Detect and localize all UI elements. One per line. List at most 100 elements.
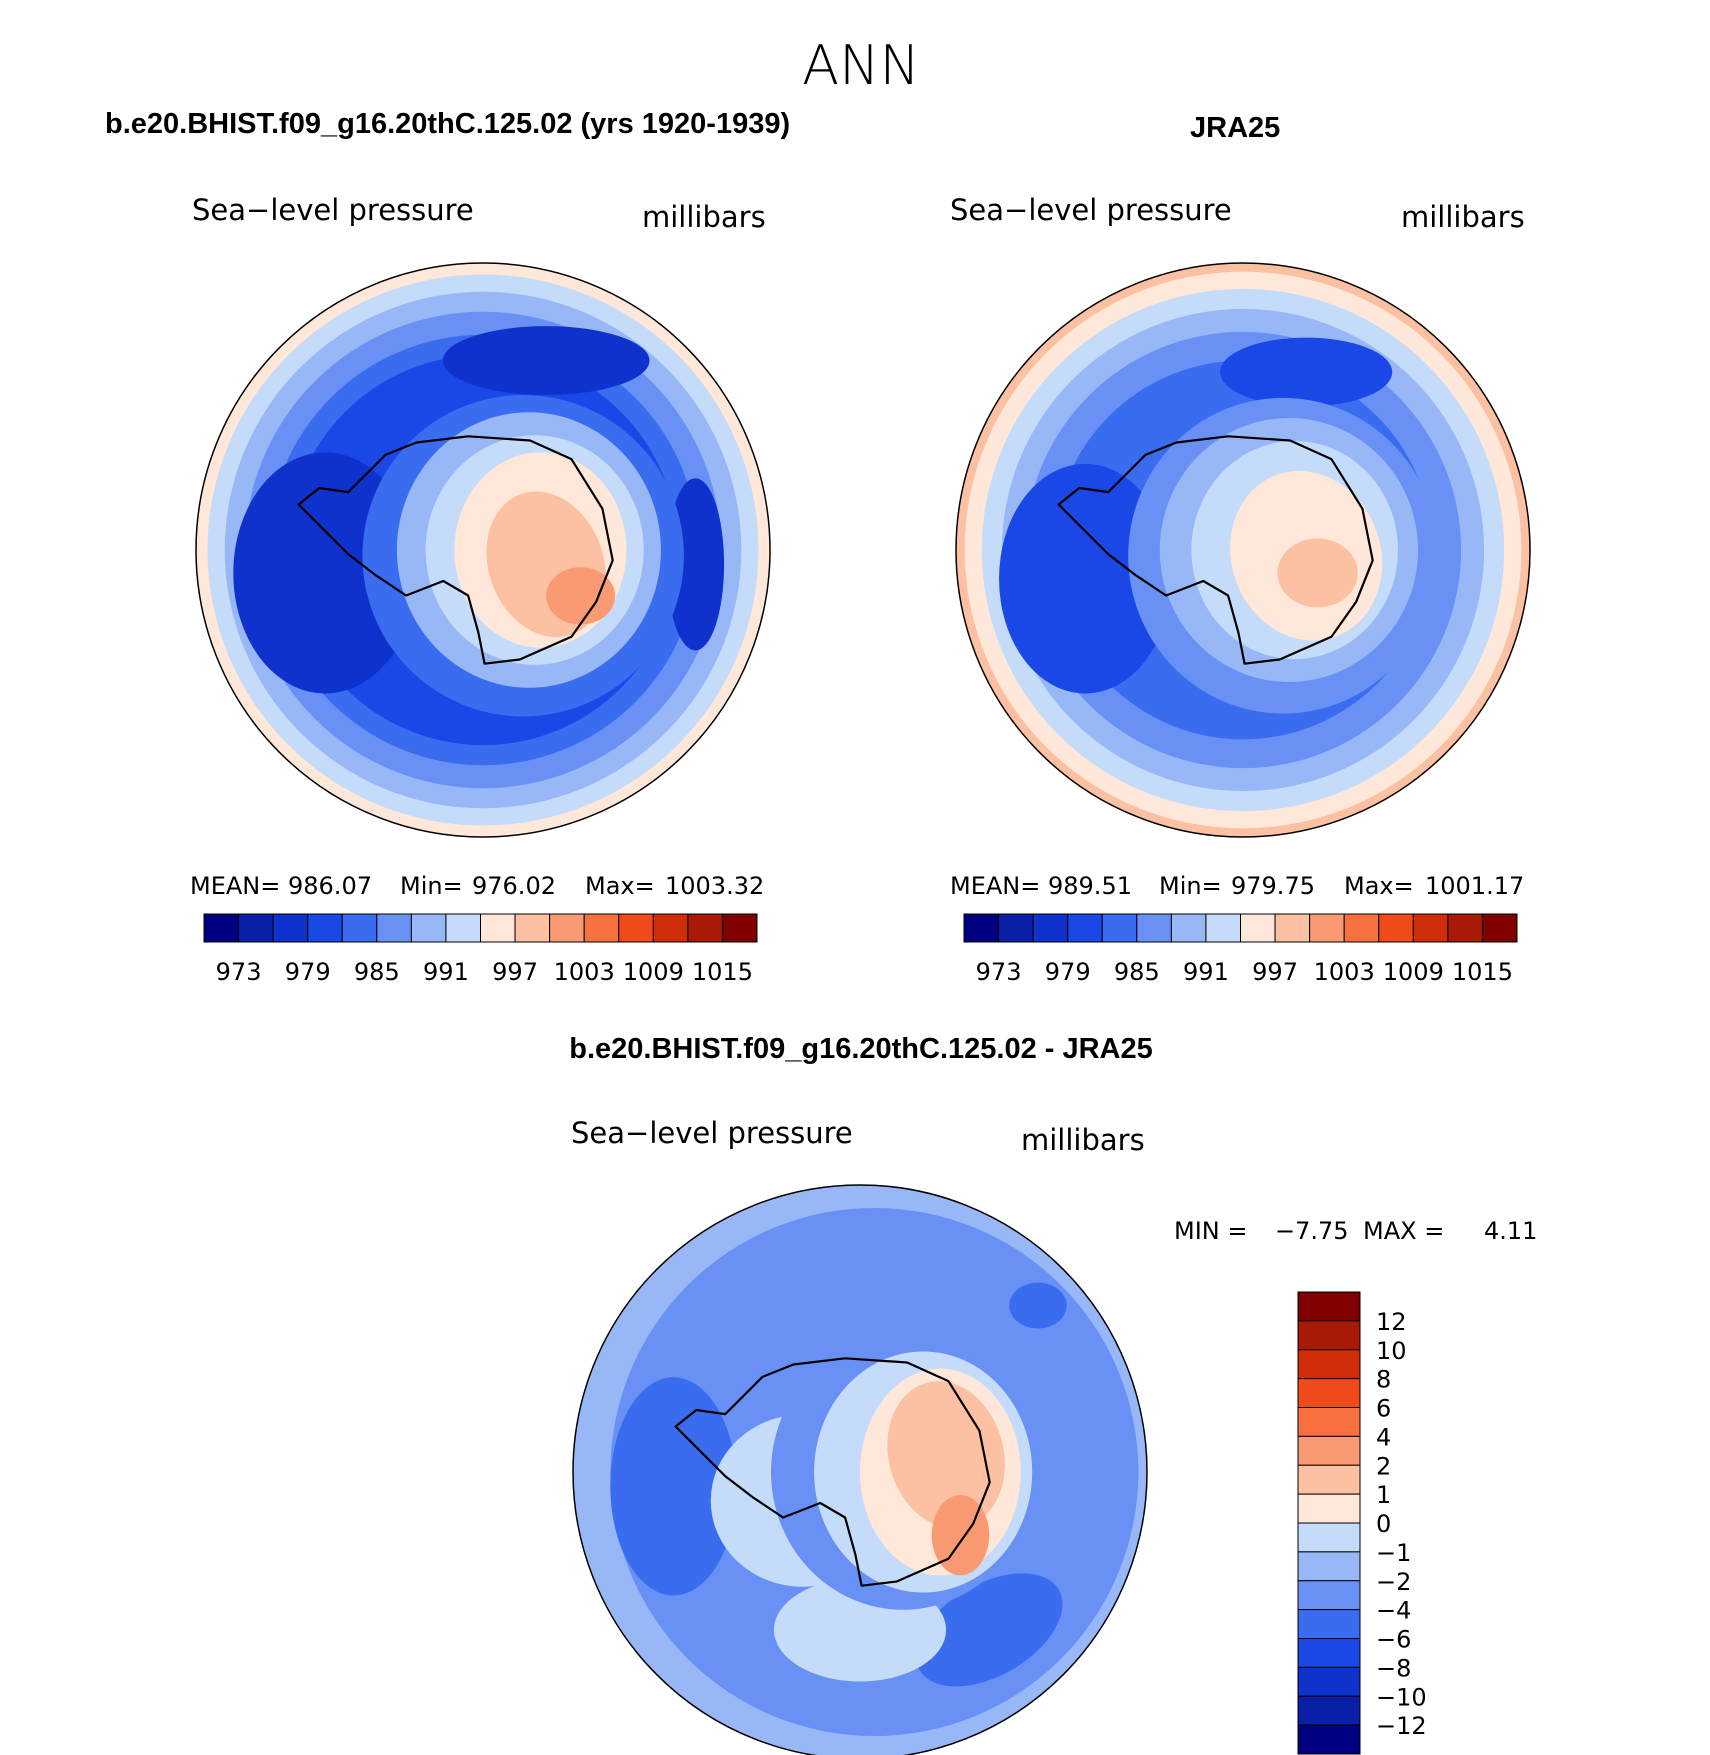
polar-map-obs [955,262,1531,838]
panel-obs-left-label: Sea−level pressure [950,193,1232,227]
colorbar-box [1274,913,1311,943]
colorbar-box [1297,1493,1361,1524]
colorbar-tick-label: −2 [1376,1568,1411,1596]
colorbar-box [1297,1522,1361,1553]
colorbar-box [1240,913,1276,943]
panel-diff-title: b.e20.BHIST.f09_g16.20thC.125.02 - JRA25 [569,1033,1153,1065]
min-label: MIN = [1174,1217,1247,1245]
colorbar-obs: 973 979 985 991 997 1003 1009 1015 [963,913,1518,986]
colorbar-tick-label: 1015 [1452,958,1513,986]
colorbar-tick-label: −8 [1376,1654,1411,1682]
colorbar-box [1101,913,1138,943]
colorbar-box [1297,1580,1361,1611]
map-field [573,1185,1147,1755]
max-value: 1001.17 [1425,872,1524,900]
map-field [956,263,1530,837]
colorbar-box [652,913,689,943]
polar-map-diff [572,1184,1148,1755]
max-label: Max= [1344,872,1414,900]
panel-obs: JRA25 Sea−level pressure millibars MEAN=… [950,112,1531,986]
colorbar-tick-label: 1015 [692,958,753,986]
contour-band [1277,538,1358,608]
panel-model-right-label: millibars [642,200,766,234]
colorbar-tick-label: 985 [1114,958,1160,986]
colorbar-tick-label: 1003 [1314,958,1375,986]
colorbar-box [341,913,378,943]
colorbar-box [998,913,1034,943]
colorbar-tick-label: 6 [1376,1395,1391,1423]
contour-band [546,567,616,625]
contour-band [610,1377,737,1596]
colorbar-box [376,913,412,943]
colorbar-box [1297,1724,1361,1755]
mean-label: MEAN= [950,872,1040,900]
colorbar-tick-label: 10 [1376,1337,1407,1365]
panel-obs-stats: MEAN= 989.51 Min= 979.75 Max= 1001.17 [950,872,1524,900]
coastline [674,1357,991,1587]
panel-model-title: b.e20.BHIST.f09_g16.20thC.125.02 (yrs 19… [105,108,790,140]
colorbar-box [1067,913,1103,943]
min-label: Min= [400,872,463,900]
colorbar-box [1032,913,1069,943]
colorbar-box [1297,1464,1361,1495]
panel-obs-title: JRA25 [1190,112,1280,144]
contour-band [442,326,650,396]
panel-model-stats: MEAN= 986.07 Min= 976.02 Max= 1003.32 [190,872,764,900]
colorbar-tick-label: 1009 [1383,958,1444,986]
panel-diff-stats: MIN = −7.75 MAX = 4.11 [1174,1217,1537,1245]
colorbar-box [1297,1320,1361,1351]
panel-model-left-label: Sea−level pressure [192,193,474,227]
panel-diff-right-label: millibars [1021,1123,1145,1157]
colorbar-tick-label: −1 [1376,1539,1411,1567]
colorbar-tick-label: 979 [285,958,331,986]
colorbar-box [1297,1551,1361,1582]
min-value: −7.75 [1275,1217,1349,1245]
max-value: 4.11 [1484,1217,1537,1245]
colorbar-box [480,913,516,943]
min-value: 976.02 [472,872,556,900]
colorbar-tick-label: 997 [1252,958,1298,986]
colorbar-box [549,913,585,943]
max-value: 1003.32 [665,872,764,900]
colorbar-tick-label: 2 [1376,1452,1391,1480]
mean-value: 986.07 [288,872,372,900]
colorbar-box [1170,913,1207,943]
colorbar-box [445,913,481,943]
colorbar-tick-label: −10 [1376,1683,1427,1711]
colorbar-tick-label: 985 [354,958,400,986]
coastline [297,435,614,665]
colorbar-tick-label: 997 [492,958,538,986]
contour-band [931,1494,990,1576]
colorbar-box [1378,913,1414,943]
colorbar-tick-label: 0 [1376,1510,1391,1538]
polar-map-model [195,262,771,838]
colorbar-tick-label: 8 [1376,1366,1391,1394]
colorbar-box [272,913,309,943]
panel-diff: b.e20.BHIST.f09_g16.20thC.125.02 - JRA25… [569,1033,1537,1755]
colorbar-box [1297,1609,1361,1639]
colorbar-box [1297,1378,1361,1408]
colorbar-box [238,913,274,943]
colorbar-tick-label: −4 [1376,1597,1411,1625]
colorbar-box [1205,913,1241,943]
colorbar-tick-label: 991 [1183,958,1229,986]
min-value: 979.75 [1231,872,1315,900]
colorbar-box [721,913,758,943]
colorbar-box [1343,913,1380,943]
colorbar-tick-label: −12 [1376,1712,1427,1740]
colorbar-box [410,913,447,943]
colorbar-box [687,913,723,943]
min-label: Min= [1159,872,1222,900]
map-border [572,1184,1148,1755]
max-label: Max= [585,872,655,900]
colorbar-box [1297,1407,1361,1437]
colorbar-box [307,913,343,943]
colorbar-tick-label: 1003 [554,958,615,986]
colorbar-box [1412,913,1449,943]
colorbar-box [1297,1666,1361,1697]
colorbar-box [1481,913,1518,943]
colorbar-tick-label: 4 [1376,1423,1391,1451]
panel-obs-right-label: millibars [1401,200,1525,234]
